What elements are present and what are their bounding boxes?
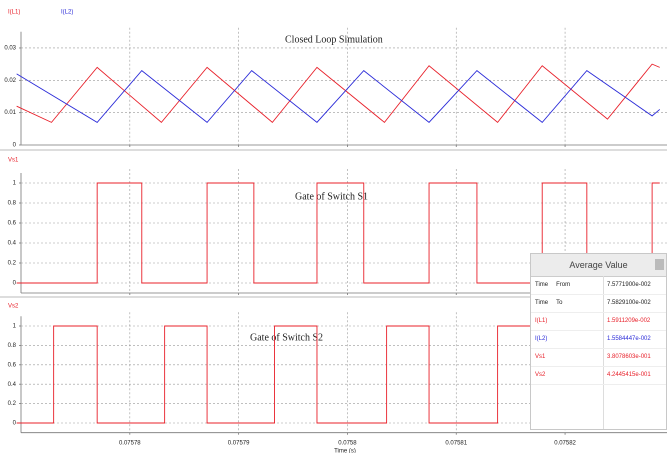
label-part: I(L1) <box>535 318 548 324</box>
y-tick-label: 0.8 <box>8 201 17 207</box>
row-value: 1.5584447e-002 <box>607 336 651 342</box>
label-part: I(L2) <box>535 336 548 342</box>
x-tick-label: 0.0758 <box>338 440 357 446</box>
y-tick-label: 0 <box>13 281 17 287</box>
x-tick-label: 0.07582 <box>554 440 576 446</box>
y-tick-label: 0.03 <box>4 46 16 52</box>
legend-entry: Vs2 <box>8 304 19 310</box>
y-tick-label: 0 <box>13 143 17 149</box>
y-tick-label: 0.01 <box>4 110 16 116</box>
chart-title: Gate of Switch S1 <box>295 191 368 202</box>
x-tick-label: 0.07579 <box>228 440 250 446</box>
y-tick-label: 0.02 <box>4 78 16 84</box>
x-tick-label: 0.07581 <box>445 440 467 446</box>
row-value: 3.8078603e-001 <box>607 354 651 360</box>
chart-title: Gate of Switch S2 <box>250 332 323 343</box>
panel-title: Average Value <box>569 260 628 270</box>
row-value: 7.5771900e-002 <box>607 282 651 288</box>
label-part: To <box>556 300 563 306</box>
y-tick-label: 1 <box>13 181 17 187</box>
series-line <box>16 69 661 123</box>
row-label: Vs1 <box>535 349 599 366</box>
label-part: Vs2 <box>535 372 546 378</box>
y-tick-label: 0.2 <box>8 401 17 407</box>
y-tick-label: 0.4 <box>8 241 17 247</box>
label-part: Time <box>535 300 549 306</box>
value-row: I(L1) 1.5911209e-002 <box>531 313 666 331</box>
label-part: Time <box>535 282 549 288</box>
label-part: From <box>556 282 571 288</box>
chart-title: Closed Loop Simulation <box>285 34 383 45</box>
value-row: Vs1 3.8078603e-001 <box>531 349 666 367</box>
series-line <box>16 182 660 284</box>
row-label: Vs2 <box>535 367 599 384</box>
value-row: Time From 7.5771900e-002 <box>531 277 666 295</box>
value-row: Vs2 4.2445415e-001 <box>531 367 666 385</box>
row-label: I(L1) <box>535 313 599 330</box>
label-part: Vs1 <box>535 354 546 360</box>
value-row: I(L2) 1.5584447e-002 <box>531 331 666 349</box>
x-tick-label: 0.07578 <box>119 440 141 446</box>
legend-entry: I(L2) <box>61 10 73 16</box>
row-value: 7.5829100e-002 <box>607 300 651 306</box>
row-label: I(L2) <box>535 331 599 348</box>
y-tick-label: 0.6 <box>8 221 17 227</box>
close-button[interactable] <box>655 259 664 270</box>
row-label: Time From <box>535 277 599 294</box>
value-row: Time To 7.5829100e-002 <box>531 295 666 313</box>
y-tick-label: 1 <box>13 324 17 330</box>
series-line <box>16 63 660 124</box>
y-tick-label: 0.4 <box>8 382 17 388</box>
y-tick-label: 0.8 <box>8 343 17 349</box>
y-tick-label: 0 <box>13 421 17 427</box>
legend-entry: I(L1) <box>8 10 20 16</box>
panel-header: Average Value <box>531 254 666 277</box>
legend-entry: Vs1 <box>8 158 19 164</box>
y-tick-label: 0.2 <box>8 261 17 267</box>
average-value-panel: Average Value Time From 7.5771900e-002 Time… <box>530 253 667 430</box>
y-tick-label: 0.6 <box>8 362 17 368</box>
row-value: 4.2445415e-001 <box>607 372 651 378</box>
row-label: Time To <box>535 295 599 312</box>
x-axis-label: Time (s) <box>334 449 356 453</box>
row-value: 1.5911209e-002 <box>607 318 651 324</box>
column-divider <box>603 276 604 429</box>
